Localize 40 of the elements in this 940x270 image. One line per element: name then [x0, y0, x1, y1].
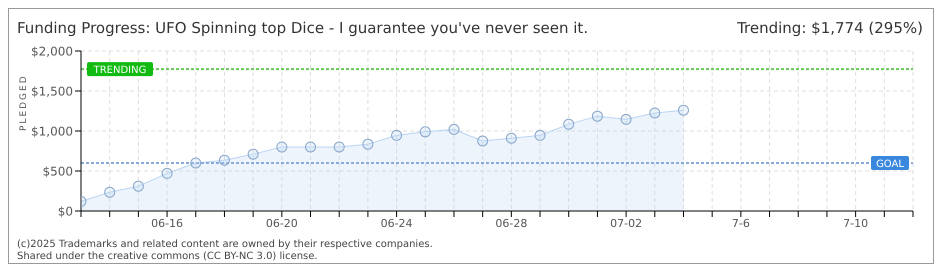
point	[534, 130, 546, 141]
y-tick-label: $500	[42, 164, 73, 178]
chart-title: Funding Progress: UFO Spinning top Dice - I guarantee you've never seen it.	[17, 19, 588, 37]
text: Shared under the creative commons (CC BY-NC 3.0) license.	[17, 251, 319, 263]
ref-line-label: TRENDING	[92, 65, 146, 76]
text: Trending: $1,774 (295%)	[737, 19, 923, 37]
point	[132, 180, 144, 192]
x-tick-label: 06-28	[495, 216, 528, 230]
x-tick-label: 06-24	[380, 216, 413, 230]
point	[420, 126, 431, 138]
point	[477, 136, 488, 146]
point	[620, 114, 632, 125]
point	[190, 158, 202, 168]
ref-line-label: GOAL	[876, 159, 904, 170]
point	[592, 110, 603, 122]
point	[305, 142, 316, 152]
x-tick-label: 07-02	[610, 216, 642, 230]
x-tick-label: 7-10	[843, 216, 868, 230]
point	[248, 148, 259, 160]
x-tick-label: 06-16	[151, 216, 184, 230]
point	[162, 168, 173, 179]
y-tick-label: $1,000	[31, 124, 73, 138]
point	[334, 142, 345, 152]
y-axis-title: PLEDGED	[19, 74, 30, 131]
y-tick-label: $0	[58, 204, 73, 218]
point	[276, 142, 288, 152]
point	[391, 130, 402, 141]
point	[104, 186, 116, 198]
x-tick-label: 7-6	[732, 216, 750, 230]
point	[362, 138, 374, 150]
point	[563, 118, 574, 130]
text: (c)2025 Trademarks and related content are owned by their respective companies.	[17, 239, 433, 251]
point	[218, 154, 230, 166]
y-tick-label: $2,000	[31, 44, 73, 58]
point	[678, 104, 689, 116]
point	[649, 108, 660, 118]
point	[448, 124, 460, 135]
point	[506, 132, 517, 144]
x-tick-label: 06-20	[266, 216, 298, 230]
y-tick-label: $1,500	[31, 84, 73, 98]
